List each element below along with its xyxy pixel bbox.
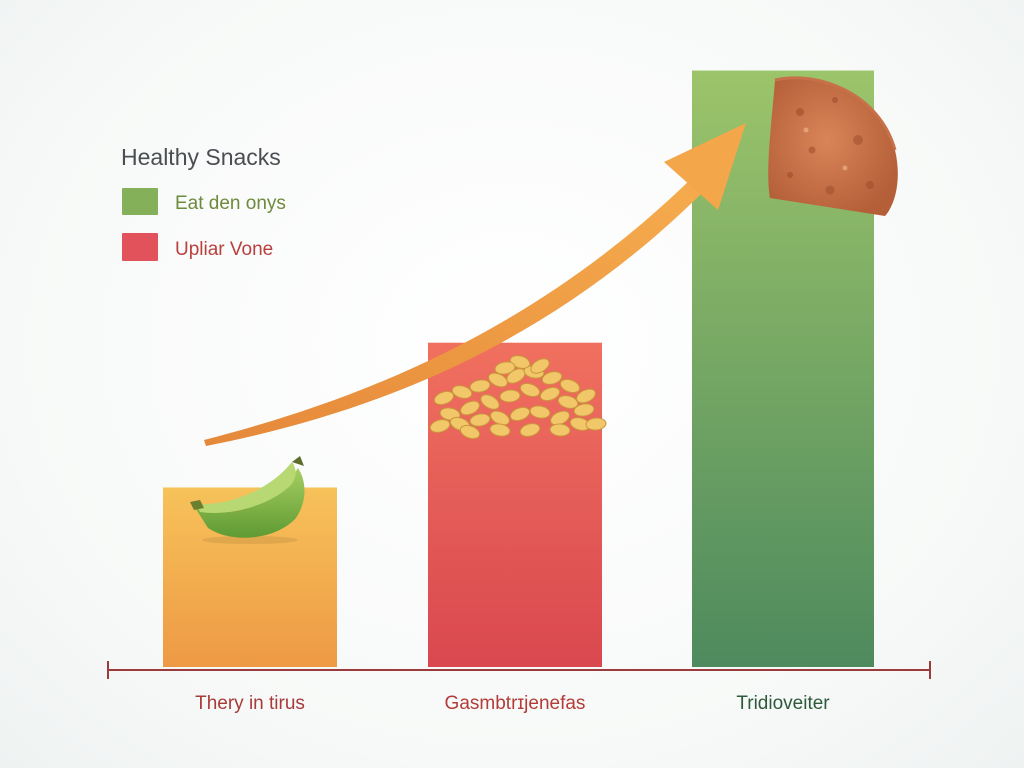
peanut [530,358,550,374]
peanut [549,423,571,437]
x-tick-label: Tridioveiter [736,693,830,714]
peanut [557,395,579,409]
peanut [585,417,607,431]
peanut [451,385,473,399]
legend-swatch-unhealthy [122,233,158,261]
legend-title: Healthy Snacks [121,144,281,170]
legend: Healthy Snacks Eat den onys Upliar Vone [121,144,286,261]
peanut [459,424,481,440]
peanut [429,419,451,433]
x-axis [107,661,931,679]
peanut [550,410,570,426]
peanut [541,371,563,385]
peanut [494,361,516,375]
peanut [559,378,581,394]
peanut [509,355,531,369]
peanut [573,403,595,417]
trend-arrow-head [664,123,746,210]
peanut [469,413,491,427]
trend-arrow [204,123,746,446]
banana-icon [190,456,305,544]
peanut [480,394,500,410]
peanut [519,423,541,437]
x-tick-label: Thery in tirus [195,693,305,714]
peanut [469,379,491,393]
peanut [499,389,521,403]
peanut [539,386,561,402]
peanut [519,382,541,398]
peanut [529,405,551,419]
peanuts-icon [429,355,607,440]
peanut [509,406,531,422]
peanut [433,390,455,406]
legend-label-unhealthy: Upliar Vone [175,239,273,260]
x-tick-label: Gasmbtrɪjenefas [445,693,586,714]
cookie-icon [768,76,898,216]
peanut [489,423,511,437]
peanut [460,400,480,416]
x-tick-labels: Thery in tirus Gasmbtrɪjenefas Tridioveite… [195,693,830,714]
peanut [488,372,508,388]
legend-swatch-healthy [122,188,158,215]
legend-label-healthy: Eat den onys [175,193,286,214]
